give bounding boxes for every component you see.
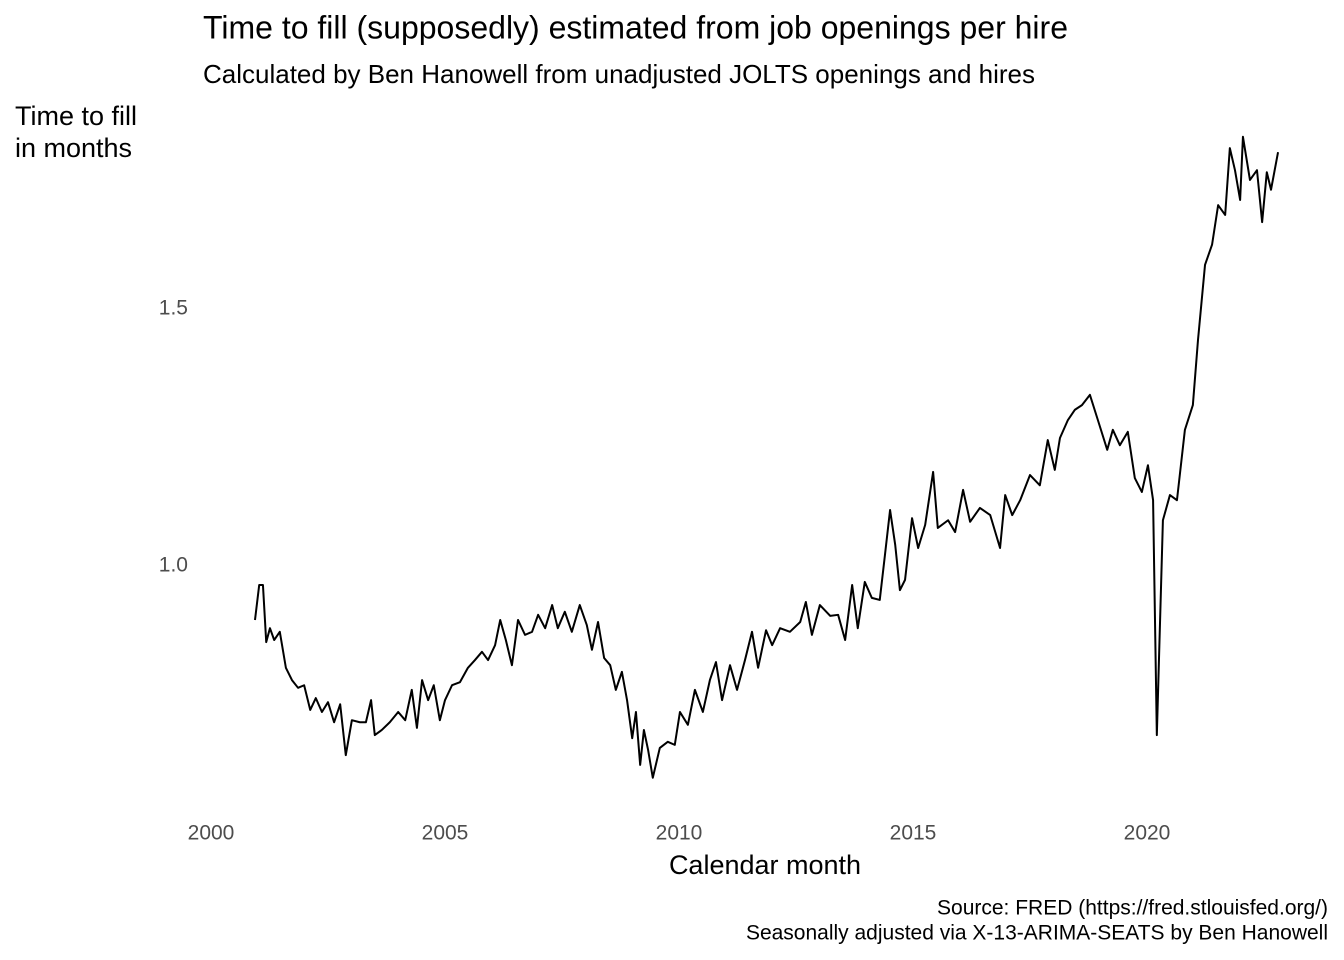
- caption: Seasonally adjusted via X-13-ARIMA-SEATS…: [746, 922, 1328, 945]
- x-tick-label: 2005: [422, 822, 469, 845]
- x-tick-label: 2010: [656, 822, 703, 845]
- chart-title: Time to fill (supposedly) estimated from…: [203, 9, 1068, 45]
- x-tick-label: 2015: [890, 822, 937, 845]
- y-axis-title: Time to fill: [15, 101, 137, 131]
- x-tick-label: 2020: [1124, 822, 1171, 845]
- line: [253, 135, 1280, 779]
- y-axis-title: in months: [15, 133, 132, 163]
- x-axis-title: Calendar month: [669, 850, 861, 880]
- chart-subtitle: Calculated by Ben Hanowell from unadjust…: [203, 59, 1035, 89]
- y-tick-label: 1.5: [159, 297, 188, 320]
- x-tick-label: 2000: [188, 822, 235, 845]
- caption: Source: FRED (https://fred.stlouisfed.or…: [937, 897, 1328, 920]
- y-tick-label: 1.0: [159, 554, 188, 577]
